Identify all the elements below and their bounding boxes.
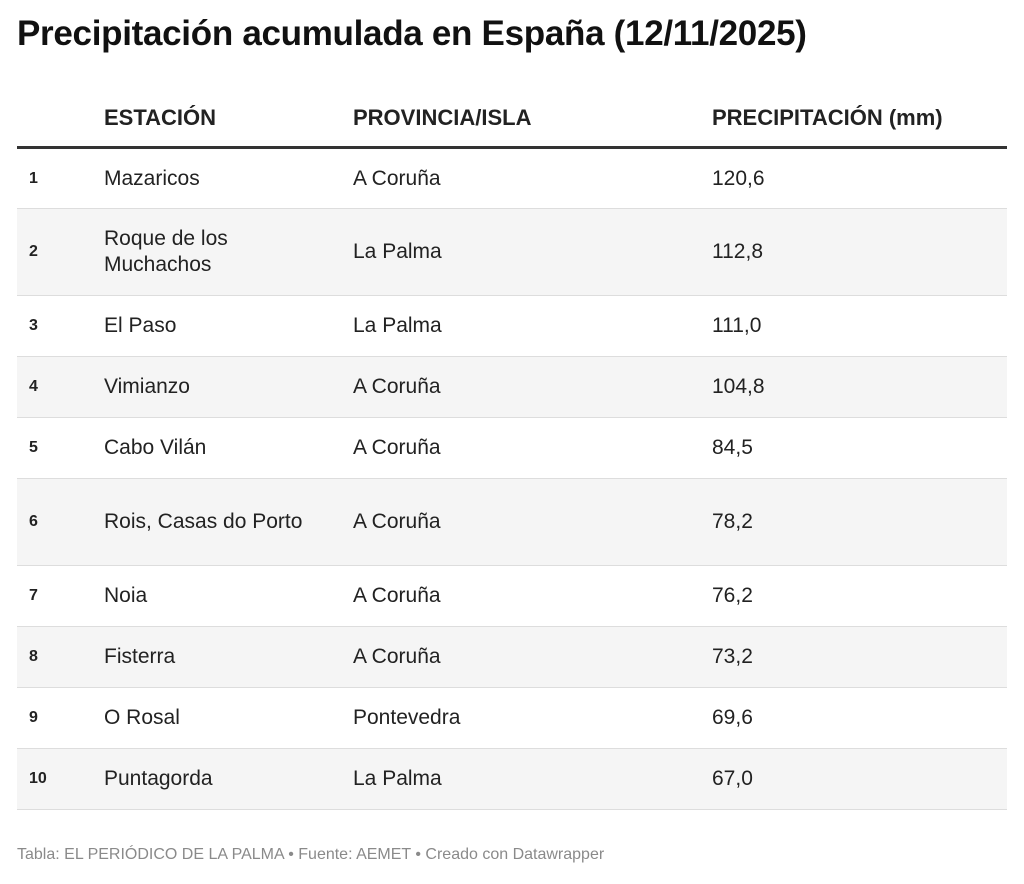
province-cell: A Coruña	[353, 565, 712, 627]
province-cell: La Palma	[353, 295, 712, 357]
header-province: PROVINCIA/ISLA	[353, 90, 712, 149]
precipitation-cell: 67,0	[712, 748, 1007, 810]
table-row: 6 Rois, Casas do Porto A Coruña 78,2	[17, 478, 1007, 566]
precipitation-cell: 120,6	[712, 147, 1007, 209]
precipitation-cell: 111,0	[712, 295, 1007, 357]
province-cell: La Palma	[353, 748, 712, 810]
table-row: 4 Vimianzo A Coruña 104,8	[17, 356, 1007, 418]
table-row: 8 Fisterra A Coruña 73,2	[17, 626, 1007, 688]
province-cell: Pontevedra	[353, 687, 712, 749]
table-row: 9 O Rosal Pontevedra 69,6	[17, 687, 1007, 749]
rank-cell: 5	[17, 417, 104, 479]
station-cell: Fisterra	[104, 626, 353, 688]
header-precipitation: PRECIPITACIÓN (mm)	[712, 90, 1007, 149]
precipitation-cell: 69,6	[712, 687, 1007, 749]
rank-cell: 4	[17, 356, 104, 418]
precipitation-cell: 104,8	[712, 356, 1007, 418]
station-cell: Roque de los Muchachos	[104, 208, 353, 296]
table-row: 2 Roque de los Muchachos La Palma 112,8	[17, 208, 1007, 296]
province-cell: A Coruña	[353, 356, 712, 418]
source-footer: Tabla: EL PERIÓDICO DE LA PALMA • Fuente…	[17, 846, 605, 863]
table-row: 5 Cabo Vilán A Coruña 84,5	[17, 417, 1007, 479]
rank-cell: 8	[17, 626, 104, 688]
rank-cell: 1	[17, 147, 104, 209]
province-cell: A Coruña	[353, 478, 712, 566]
precipitation-cell: 73,2	[712, 626, 1007, 688]
rank-cell: 2	[17, 208, 104, 296]
province-cell: A Coruña	[353, 626, 712, 688]
station-cell: O Rosal	[104, 687, 353, 749]
station-cell: Cabo Vilán	[104, 417, 353, 479]
station-cell: Noia	[104, 565, 353, 627]
precipitation-cell: 76,2	[712, 565, 1007, 627]
table-row: 10 Puntagorda La Palma 67,0	[17, 748, 1007, 810]
precipitation-table: ESTACIÓN PROVINCIA/ISLA PRECIPITACIÓN (m…	[17, 90, 1007, 810]
table-row: 7 Noia A Coruña 76,2	[17, 565, 1007, 627]
page-title: Precipitación acumulada en España (12/11…	[17, 14, 807, 53]
province-cell: A Coruña	[353, 417, 712, 479]
table-row: 3 El Paso La Palma 111,0	[17, 295, 1007, 357]
rank-cell: 7	[17, 565, 104, 627]
precipitation-cell: 84,5	[712, 417, 1007, 479]
station-cell: Vimianzo	[104, 356, 353, 418]
province-cell: La Palma	[353, 208, 712, 296]
station-cell: Rois, Casas do Porto	[104, 478, 353, 566]
station-cell: El Paso	[104, 295, 353, 357]
station-cell: Mazaricos	[104, 147, 353, 209]
precipitation-cell: 78,2	[712, 478, 1007, 566]
station-cell: Puntagorda	[104, 748, 353, 810]
rank-cell: 9	[17, 687, 104, 749]
header-station: ESTACIÓN	[104, 90, 353, 149]
table-header-row: ESTACIÓN PROVINCIA/ISLA PRECIPITACIÓN (m…	[17, 90, 1007, 149]
province-cell: A Coruña	[353, 147, 712, 209]
rank-cell: 6	[17, 478, 104, 566]
rank-cell: 10	[17, 748, 104, 810]
header-rank	[17, 90, 104, 149]
table-row: 1 Mazaricos A Coruña 120,6	[17, 147, 1007, 209]
rank-cell: 3	[17, 295, 104, 357]
precipitation-cell: 112,8	[712, 208, 1007, 296]
